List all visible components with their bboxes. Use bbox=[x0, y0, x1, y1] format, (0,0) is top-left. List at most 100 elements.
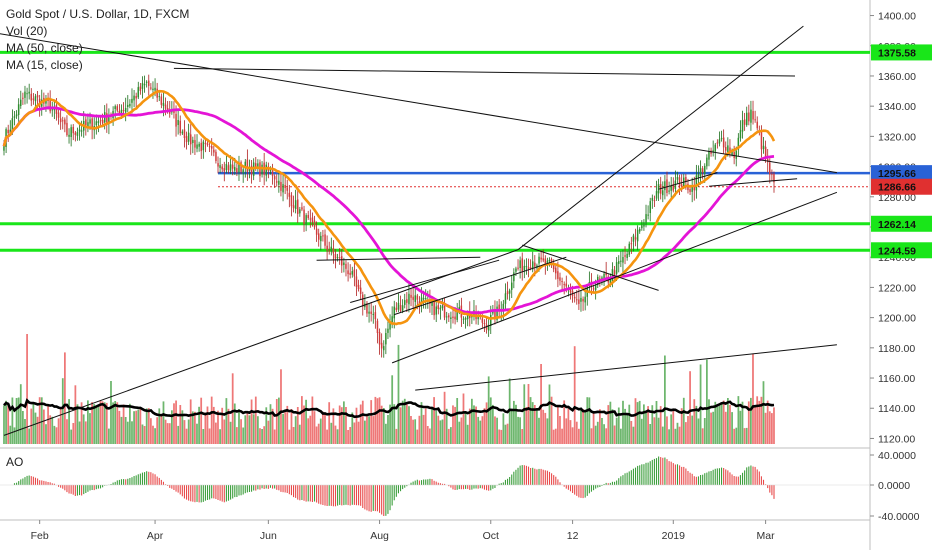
candle-body bbox=[99, 120, 102, 122]
volume-bar bbox=[68, 399, 70, 444]
volume-bar bbox=[227, 408, 230, 444]
candle-body bbox=[718, 139, 721, 144]
volume-bar bbox=[15, 398, 18, 444]
volume-bar bbox=[210, 396, 213, 444]
price-tick-label: 1280.00 bbox=[878, 192, 916, 204]
volume-bar bbox=[754, 405, 756, 444]
volume-bar bbox=[11, 397, 14, 444]
volume-bar bbox=[200, 397, 203, 444]
volume-bar bbox=[328, 402, 331, 444]
candle-body bbox=[206, 143, 209, 146]
volume-bar bbox=[322, 411, 324, 444]
candle-body bbox=[523, 265, 526, 271]
volume-bar bbox=[739, 410, 742, 444]
volume-bar bbox=[668, 429, 670, 444]
volume-bar bbox=[435, 411, 438, 444]
volume-bar bbox=[204, 412, 207, 444]
candle-body bbox=[143, 83, 146, 86]
volume-bar bbox=[284, 412, 287, 444]
candle-body bbox=[200, 142, 203, 152]
candle-body bbox=[236, 168, 238, 173]
candle-body bbox=[244, 161, 247, 169]
candle-body bbox=[471, 316, 473, 318]
volume-bar bbox=[521, 429, 524, 444]
candle-body bbox=[576, 299, 578, 301]
volume-bar bbox=[183, 420, 186, 444]
volume-bar bbox=[485, 402, 488, 444]
volume-bar bbox=[666, 416, 668, 444]
candle-body bbox=[708, 151, 710, 160]
candle-body bbox=[70, 127, 72, 137]
volume-bar bbox=[403, 398, 406, 444]
candle-body bbox=[64, 119, 66, 125]
candle-body bbox=[383, 346, 385, 351]
volume-bar bbox=[678, 426, 681, 444]
candle-body bbox=[303, 209, 305, 224]
candle-body bbox=[609, 279, 612, 285]
candle-body bbox=[196, 144, 198, 149]
price-tag-1375.58 bbox=[871, 44, 932, 61]
price-tag-label: 1262.14 bbox=[878, 219, 916, 231]
volume-bar bbox=[51, 416, 54, 444]
volume-bar bbox=[676, 422, 679, 444]
candle-body bbox=[408, 293, 410, 305]
candle-body bbox=[181, 131, 184, 134]
price-tag-label: 1244.59 bbox=[878, 245, 916, 257]
volume-bar bbox=[613, 425, 616, 444]
volume-bar bbox=[624, 408, 626, 444]
candle-body bbox=[666, 179, 668, 193]
candle-body bbox=[324, 234, 326, 246]
candle-body bbox=[490, 314, 492, 326]
candle-body bbox=[727, 145, 729, 153]
candle-body bbox=[435, 306, 438, 315]
candle-body bbox=[538, 256, 540, 264]
candle-body bbox=[741, 120, 744, 132]
volume-bar bbox=[353, 422, 356, 444]
volume-bar bbox=[659, 406, 662, 444]
candle-body bbox=[624, 255, 626, 257]
candle-body bbox=[508, 290, 511, 294]
volume-bar bbox=[617, 407, 620, 444]
volume-bar bbox=[752, 354, 754, 444]
volume-bar bbox=[82, 414, 85, 444]
candle-body bbox=[219, 165, 221, 168]
candle-body bbox=[668, 190, 670, 192]
candle-body bbox=[496, 306, 498, 320]
candle-body bbox=[420, 297, 423, 304]
candle-body bbox=[294, 200, 297, 209]
volume-bar bbox=[741, 401, 744, 444]
candle-body bbox=[450, 317, 452, 319]
candle-body bbox=[357, 284, 360, 289]
trendline bbox=[517, 25, 804, 251]
volume-bar bbox=[198, 406, 200, 444]
volume-bar bbox=[454, 406, 456, 444]
candle-body bbox=[750, 109, 752, 123]
candle-body bbox=[299, 209, 301, 214]
candle-body bbox=[320, 235, 322, 242]
candle-body bbox=[613, 270, 616, 276]
volume-bar bbox=[703, 418, 706, 444]
candle-body bbox=[59, 118, 62, 123]
volume-bar bbox=[412, 419, 414, 444]
volume-bar bbox=[745, 427, 748, 444]
volume-bar bbox=[76, 404, 79, 444]
volume-bar bbox=[57, 418, 60, 444]
volume-bar bbox=[265, 407, 268, 444]
volume-bar bbox=[376, 398, 379, 444]
volume-bar bbox=[620, 428, 622, 444]
candle-body bbox=[328, 250, 330, 252]
volume-bar bbox=[655, 401, 658, 444]
volume-bar bbox=[550, 396, 553, 444]
time-tick-label: Feb bbox=[31, 530, 49, 542]
volume-bar bbox=[697, 418, 700, 444]
candle-body bbox=[305, 215, 307, 225]
volume-bar bbox=[475, 406, 477, 444]
price-tag-label: 1286.66 bbox=[878, 182, 916, 194]
volume-bar bbox=[120, 416, 123, 444]
volume-bar bbox=[38, 397, 41, 444]
volume-bar bbox=[129, 403, 131, 444]
volume-bar bbox=[531, 402, 534, 444]
volume-bar bbox=[259, 428, 261, 444]
candle-body bbox=[385, 333, 387, 345]
candle-body bbox=[341, 256, 343, 266]
